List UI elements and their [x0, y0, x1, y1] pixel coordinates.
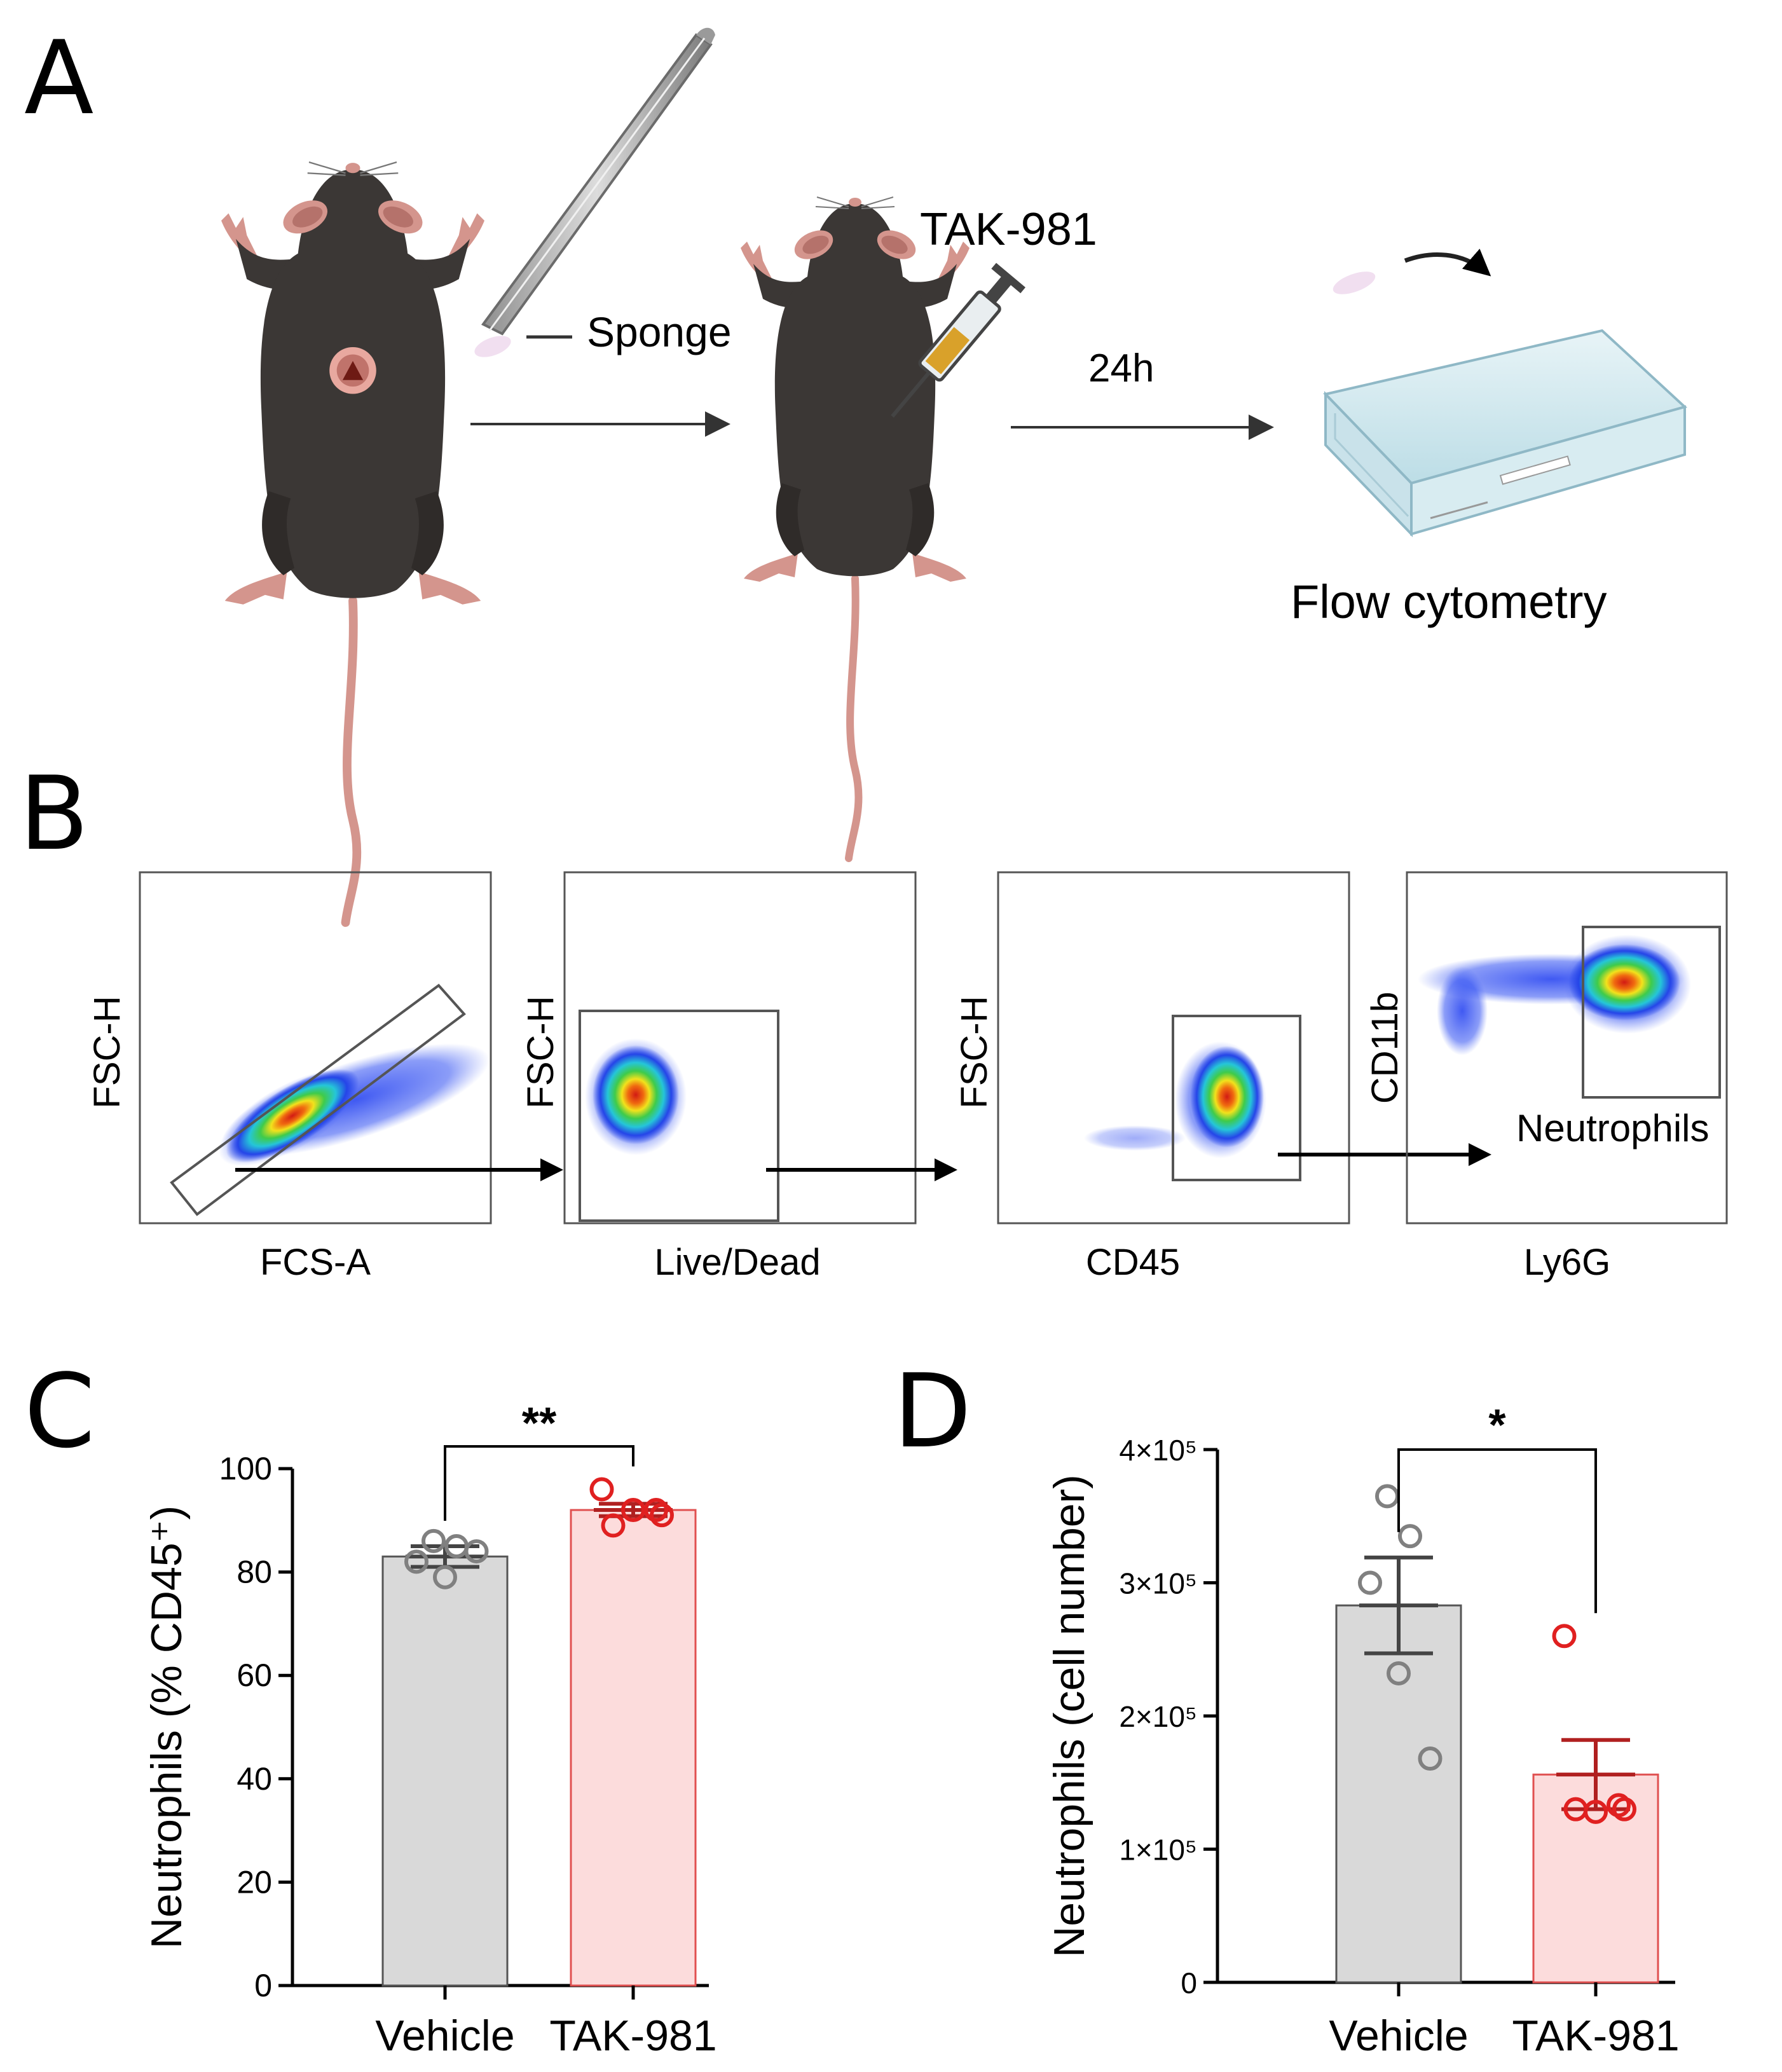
panel-a: A Sponge TAK: [24, 18, 1687, 923]
plot-frame: [1406, 871, 1728, 1225]
bar: [381, 1555, 509, 1987]
sponge-label: Sponge: [587, 308, 732, 355]
chart-c: 0 20 40 60 80 100 Neutrophils (% CD45⁺) Vehicle…: [142, 1398, 717, 2060]
gate-live: [579, 1010, 779, 1222]
y-axis-label: FSC-H: [954, 996, 995, 1108]
flow-plot-1: FSC-H FCS-A: [86, 871, 492, 1283]
y-tick-label: 0: [254, 1968, 272, 2003]
readout-label: Flow cytometry: [1291, 575, 1607, 628]
y-tick-label: 0: [1181, 1966, 1197, 2000]
data-point: [1358, 1570, 1382, 1595]
y-tick-label: 3×10⁵: [1119, 1567, 1197, 1600]
well-plate-icon: [1323, 249, 1687, 537]
data-point: [404, 1549, 428, 1574]
data-point: [601, 1513, 626, 1538]
chart-d: 0 1×10⁵ 2×10⁵ 3×10⁵ 4×10⁵ Neutrophils (cell n…: [1045, 1400, 1680, 2060]
panel-b: B FSC-H FCS-A FSC-H Live/Dead: [19, 754, 1728, 1283]
scatter-cloud: [1418, 935, 1691, 1055]
y-tick-label: 1×10⁵: [1119, 1834, 1197, 1867]
gate-neutrophils: [1582, 926, 1721, 1099]
scatter-cloud: [585, 1038, 687, 1155]
sponge-icon: [474, 336, 511, 357]
time-label: 24h: [1088, 346, 1154, 390]
x-tick-label: TAK-981: [549, 2012, 716, 2060]
data-point: [1418, 1746, 1443, 1771]
x-axis-label: CD45: [1086, 1242, 1180, 1283]
bar: [1335, 1604, 1462, 1984]
data-point: [433, 1565, 457, 1589]
y-tick-label: 2×10⁵: [1119, 1700, 1197, 1733]
y-axis-label: FSC-H: [520, 996, 561, 1108]
mouse-injected-icon: [741, 197, 970, 858]
data-point: [1398, 1524, 1422, 1549]
syringe-icon: [891, 263, 1025, 418]
y-axis-label: Neutrophils (cell number): [1045, 1474, 1093, 1958]
y-axis-label: CD11b: [1364, 992, 1406, 1104]
panel-d: D 0 1×10⁵ 2×10⁵ 3×10⁵ 4×10⁵ Neutrophils (cell…: [893, 1352, 1680, 2060]
data-point: [1375, 1484, 1399, 1509]
gate-neutrophils-label: Neutrophils: [1516, 1107, 1710, 1149]
significance-label: *: [1488, 1400, 1506, 1450]
data-point: [650, 1503, 674, 1528]
gate-singlets: [170, 984, 466, 1216]
y-tick-label: 40: [236, 1761, 272, 1797]
scatter-cloud: [218, 1043, 490, 1167]
x-axis-label: Live/Dead: [654, 1242, 820, 1283]
y-tick-label: 60: [236, 1657, 272, 1693]
data-point: [1607, 1793, 1631, 1818]
panel-letter-a: A: [24, 18, 93, 137]
flow-plot-2: FSC-H Live/Dead: [520, 871, 917, 1283]
drug-label: TAK-981: [920, 204, 1097, 255]
significance-bracket: [1397, 1448, 1597, 1614]
data-point: [422, 1528, 446, 1553]
y-tick-label: 80: [236, 1554, 272, 1590]
data-point: [644, 1498, 668, 1523]
x-tick-label: Vehicle: [1329, 2012, 1468, 2060]
y-tick-label: 100: [219, 1451, 272, 1486]
y-tick-label: 4×10⁵: [1119, 1434, 1197, 1467]
data-point: [464, 1539, 489, 1564]
bar: [570, 1509, 697, 1987]
x-axis-label: FCS-A: [260, 1242, 371, 1283]
forceps-icon: [481, 27, 715, 336]
y-tick-label: 20: [236, 1864, 272, 1900]
data-point: [1563, 1797, 1588, 1822]
panel-letter-b: B: [19, 754, 89, 873]
x-axis-label: Ly6G: [1524, 1242, 1610, 1283]
y-axis-label: Neutrophils (% CD45⁺): [142, 1506, 191, 1949]
flow-plot-4: Neutrophils CD11b Ly6G: [1364, 871, 1728, 1283]
panel-letter-c: C: [24, 1352, 95, 1471]
scatter-cloud: [1084, 1041, 1266, 1158]
x-tick-label: TAK-981: [1512, 2012, 1679, 2060]
significance-bracket: [444, 1445, 634, 1521]
plot-frame: [997, 871, 1350, 1225]
data-point: [1387, 1661, 1411, 1685]
plot-frame: [139, 871, 492, 1225]
data-point: [589, 1477, 614, 1502]
data-point: [621, 1498, 645, 1523]
data-point: [1552, 1624, 1577, 1649]
panel-c: C 0 20 40 60 80 100 Neutrophils (% CD45⁺) Vehic…: [24, 1352, 717, 2060]
y-axis-label: FSC-H: [86, 996, 128, 1108]
mouse-with-implant-icon: [221, 162, 484, 923]
flow-plot-3: FSC-H CD45: [954, 871, 1350, 1283]
panel-letter-d: D: [893, 1352, 971, 1471]
gate-cd45: [1172, 1015, 1301, 1181]
x-tick-label: Vehicle: [375, 2012, 514, 2060]
plot-frame: [563, 871, 917, 1225]
significance-label: **: [522, 1398, 557, 1448]
